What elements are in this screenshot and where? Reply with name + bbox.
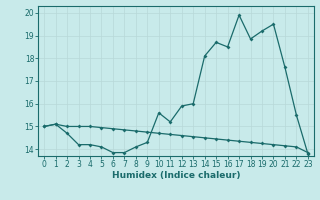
X-axis label: Humidex (Indice chaleur): Humidex (Indice chaleur) — [112, 171, 240, 180]
